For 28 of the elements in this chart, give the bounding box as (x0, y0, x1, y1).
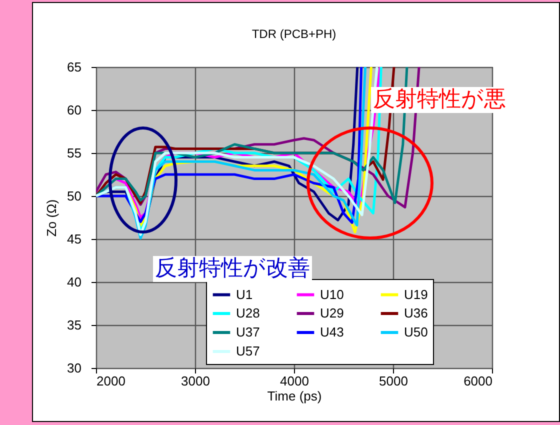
x-tick-label: 3000 (181, 374, 210, 388)
y-tick-label: 35 (67, 318, 82, 332)
y-tick-label: 65 (67, 60, 82, 74)
y-tick-label: 50 (67, 188, 82, 204)
legend-label: U36 (404, 306, 428, 320)
legend-label: U43 (320, 324, 344, 340)
x-tick-label: 5000 (379, 374, 408, 388)
legend-label: U1 (236, 286, 253, 302)
y-axis-title: Zo (Ω) (44, 199, 60, 237)
y-tick-label: 40 (67, 274, 82, 290)
legend-label: U29 (320, 306, 344, 320)
legend-label: U10 (320, 286, 344, 302)
x-tick-label: 4000 (280, 374, 309, 388)
legend-label: U57 (236, 344, 260, 358)
annotation: 反射特性が悪 (371, 87, 508, 113)
y-tick-label: 60 (67, 102, 82, 118)
x-tick-label: 6000 (464, 374, 492, 388)
y-tick-label: 55 (67, 146, 82, 160)
y-tick-label: 30 (67, 360, 82, 376)
annotation: 反射特性が改善 (153, 256, 312, 282)
y-tick-label: 45 (67, 232, 82, 246)
chart-title: TDR (PCB+PH) (252, 27, 336, 41)
legend-label: U19 (404, 286, 428, 302)
x-axis-title: Time (ps) (267, 388, 322, 404)
legend-label: U50 (404, 324, 428, 340)
legend-label: U37 (236, 324, 260, 340)
legend-label: U28 (236, 306, 260, 320)
x-tick-label: 2000 (96, 374, 126, 388)
